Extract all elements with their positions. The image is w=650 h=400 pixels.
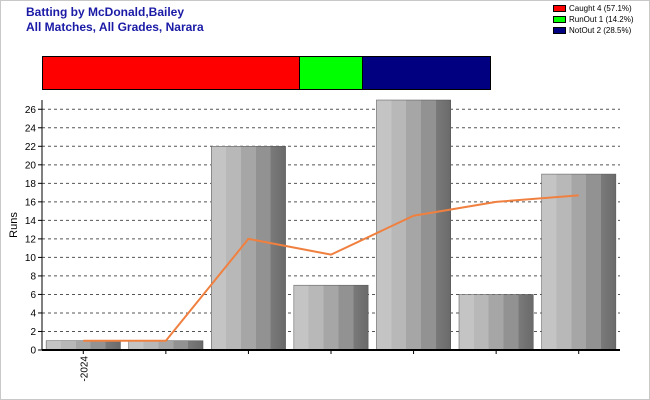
legend-swatch-runout	[553, 16, 566, 24]
bar-1	[128, 340, 204, 351]
y-tick-label-26: 26	[25, 105, 37, 116]
y-tick-label-0: 0	[30, 346, 36, 357]
y-tick-label-22: 22	[25, 142, 37, 153]
x-tick-label-0: -2024	[79, 356, 90, 382]
legend-label-caught: Caught 4 (57.1%)	[569, 4, 632, 13]
y-tick-label-4: 4	[30, 308, 36, 319]
y-tick-label-18: 18	[25, 179, 37, 190]
y-tick-label-12: 12	[25, 234, 37, 245]
bar-5	[458, 294, 534, 351]
dismissal-segment-notout	[362, 57, 490, 89]
legend-item-notout: NotOut 2 (28.5%)	[553, 26, 633, 36]
y-tick-label-24: 24	[25, 123, 37, 134]
bar-0	[45, 340, 121, 351]
legend-label-notout: NotOut 2 (28.5%)	[569, 26, 632, 35]
dismissal-segment-caught	[43, 57, 299, 89]
average-line	[83, 194, 579, 342]
chart-subtitle: All Matches, All Grades, Narara	[26, 20, 204, 34]
y-tick-label-16: 16	[25, 197, 37, 208]
dismissal-segment-runout	[298, 57, 363, 89]
bar-4	[376, 99, 451, 351]
y-tick-label-20: 20	[25, 160, 37, 171]
dismissal-proportion-bar	[42, 56, 491, 90]
legend-item-runout: RunOut 1 (14.2%)	[553, 15, 633, 25]
y-tick-label-8: 8	[30, 271, 36, 282]
y-tick-label-10: 10	[25, 253, 37, 264]
y-tick-label-6: 6	[30, 290, 36, 301]
y-tick-label-14: 14	[25, 216, 37, 227]
legend: Caught 4 (57.1%) RunOut 1 (14.2%) NotOut…	[553, 4, 633, 37]
legend-item-caught: Caught 4 (57.1%)	[553, 4, 633, 14]
y-tick-label-2: 2	[30, 327, 36, 338]
bar-2	[211, 146, 286, 351]
y-axis-title: Runs	[8, 212, 20, 238]
legend-swatch-caught	[553, 5, 566, 13]
legend-label-runout: RunOut 1 (14.2%)	[569, 15, 634, 24]
bar-6	[541, 173, 617, 351]
chart-title: Batting by McDonald,Bailey	[26, 5, 185, 19]
legend-swatch-notout	[553, 27, 566, 35]
bar-3	[293, 284, 369, 351]
